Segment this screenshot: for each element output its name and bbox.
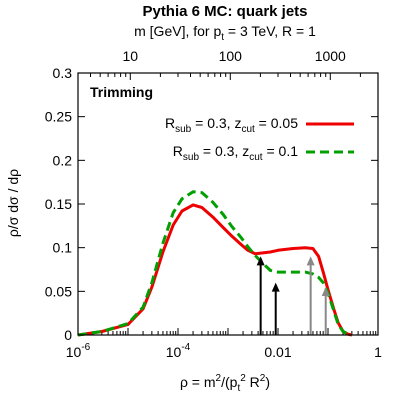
top-tick-label: 10 — [122, 48, 138, 64]
top-axis: 10 100 1000 — [77, 48, 361, 80]
y-tick-label: 0.05 — [45, 283, 72, 299]
y-tick-label: 0.1 — [53, 240, 73, 256]
legend: Rsub = 0.3, zcut = 0.05 Rsub = 0.3, zcut… — [165, 115, 354, 163]
arrow-layer — [256, 256, 330, 335]
axis-ticks — [77, 72, 378, 336]
x-tick-label: 10-6 — [66, 342, 91, 360]
trimming-annotation: Trimming — [90, 84, 153, 100]
top-axis-label: m [GeV], for pt = 3 TeV, R = 1 — [134, 23, 316, 43]
series-layer — [77, 190, 353, 337]
legend-label-series-2: Rsub = 0.3, zcut = 0.1 — [173, 143, 298, 163]
top-tick-label: 1000 — [315, 48, 346, 64]
arrow-head-2 — [271, 282, 280, 292]
chart-title: Pythia 6 MC: quark jets — [142, 3, 307, 20]
y-tick-label: 0 — [64, 327, 72, 343]
y-axis-label: ρ/σ dσ / dρ — [5, 169, 21, 237]
x-tick-label: 0.01 — [264, 344, 291, 360]
arrow-head-1 — [256, 256, 265, 266]
arrow-head-3 — [306, 256, 315, 266]
y-tick-label: 0.25 — [45, 109, 72, 125]
y-tick-label: 0.15 — [45, 196, 72, 212]
plot-frame — [77, 72, 379, 336]
x-tick-label: 1 — [374, 344, 382, 360]
arrow-head-4 — [321, 286, 330, 296]
series-2-line — [77, 190, 353, 337]
y-tick-label: 0.2 — [53, 152, 73, 168]
y-axis-tick-labels: 0 0.05 0.1 0.15 0.2 0.25 0.3 — [45, 65, 72, 343]
x-axis-tick-labels: 10-6 10-4 0.01 1 — [66, 342, 382, 360]
top-tick-label: 100 — [219, 48, 243, 64]
legend-label-series-1: Rsub = 0.3, zcut = 0.05 — [165, 115, 298, 135]
x-tick-label: 10-4 — [166, 342, 191, 360]
y-tick-label: 0.3 — [53, 65, 73, 81]
x-axis-label: ρ = m2/(pt2 R2) — [180, 373, 270, 394]
